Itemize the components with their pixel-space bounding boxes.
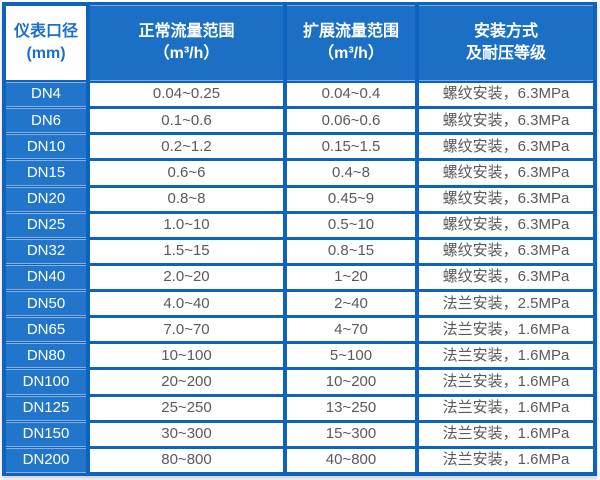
row-install-cell: 法兰安装，2.5MPa: [419, 292, 593, 316]
row-dn-cell: DN100: [6, 370, 86, 394]
header-cell-install: 安装方式 及耐压等级: [419, 6, 593, 80]
row-dn-cell: DN32: [6, 239, 86, 263]
row-extended-cell: 0.8~15: [287, 239, 415, 263]
row-normal-cell: 10~100: [90, 344, 283, 368]
header-cell-diameter: 仪表口径 (mm): [6, 6, 86, 80]
row-normal-cell: 0.8~8: [90, 187, 283, 211]
header-install-line2: 及耐压等级: [465, 45, 546, 62]
row-normal-cell: 0.2~1.2: [90, 135, 283, 159]
row-normal-cell: 25~250: [90, 396, 283, 420]
row-dn-cell: DN200: [6, 448, 86, 472]
header-extended-line1: 扩展流量范围: [302, 23, 399, 41]
row-install-cell: 法兰安装，1.6MPa: [419, 422, 593, 446]
row-normal-cell: 2.0~20: [90, 265, 283, 290]
row-extended-cell: 13~250: [287, 396, 415, 420]
row-install-cell: 螺纹安装，6.3MPa: [419, 135, 593, 159]
header-diameter-line1: 仪表口径: [13, 23, 78, 41]
row-extended-cell: 0.45~9: [287, 187, 415, 211]
row-install-cell: 螺纹安装，6.3MPa: [419, 187, 593, 211]
row-install-cell: 螺纹安装，6.3MPa: [419, 161, 593, 185]
row-install-cell: 螺纹安装，6.3MPa: [419, 109, 593, 133]
row-normal-cell: 0.6~6: [90, 161, 283, 185]
row-extended-cell: 0.5~10: [287, 213, 415, 237]
row-normal-cell: 0.04~0.25: [90, 83, 283, 107]
row-normal-cell: 1.5~15: [90, 239, 283, 263]
row-normal-cell: 4.0~40: [90, 292, 283, 316]
row-install-cell: 螺纹安装，6.3MPa: [419, 265, 593, 290]
header-normal-line1: 正常流量范围: [138, 23, 235, 41]
row-install-cell: 法兰安装，1.6MPa: [419, 344, 593, 368]
header-cell-extended-range: 扩展流量范围 （m³/h）: [287, 6, 415, 80]
row-extended-cell: 40~800: [287, 448, 415, 472]
header-diameter-line2: (mm): [26, 45, 66, 62]
row-install-cell: 螺纹安装，6.3MPa: [419, 213, 593, 237]
row-install-cell: 法兰安装，1.6MPa: [419, 396, 593, 420]
row-install-cell: 螺纹安装，6.3MPa: [419, 83, 593, 107]
row-normal-cell: 1.0~10: [90, 213, 283, 237]
row-dn-cell: DN125: [6, 396, 86, 420]
row-normal-cell: 30~300: [90, 422, 283, 446]
row-normal-cell: 0.1~0.6: [90, 109, 283, 133]
row-extended-cell: 15~300: [287, 422, 415, 446]
row-extended-cell: 0.15~1.5: [287, 135, 415, 159]
row-normal-cell: 7.0~70: [90, 318, 283, 342]
row-dn-cell: DN40: [6, 265, 86, 290]
row-normal-cell: 20~200: [90, 370, 283, 394]
row-dn-cell: DN150: [6, 422, 86, 446]
row-extended-cell: 0.4~8: [287, 161, 415, 185]
row-extended-cell: 4~70: [287, 318, 415, 342]
row-install-cell: 法兰安装，1.6MPa: [419, 370, 593, 394]
row-dn-cell: DN25: [6, 213, 86, 237]
row-dn-cell: DN10: [6, 135, 86, 159]
row-dn-cell: DN65: [6, 318, 86, 342]
row-dn-cell: DN50: [6, 292, 86, 316]
row-extended-cell: 0.04~0.4: [287, 83, 415, 107]
row-extended-cell: 1~20: [287, 265, 415, 290]
row-extended-cell: 2~40: [287, 292, 415, 316]
row-dn-cell: DN20: [6, 187, 86, 211]
row-install-cell: 法兰安装，1.6MPa: [419, 448, 593, 472]
row-dn-cell: DN80: [6, 344, 86, 368]
header-install-line1: 安装方式: [473, 23, 538, 41]
row-extended-cell: 10~200: [287, 370, 415, 394]
row-normal-cell: 80~800: [90, 448, 283, 472]
header-normal-line2: （m³/h）: [153, 45, 220, 62]
row-extended-cell: 5~100: [287, 344, 415, 368]
row-dn-cell: DN4: [6, 83, 86, 107]
row-install-cell: 螺纹安装，6.3MPa: [419, 239, 593, 263]
row-install-cell: 法兰安装，1.6MPa: [419, 318, 593, 342]
flow-spec-table: 仪表口径 (mm) 正常流量范围 （m³/h） 扩展流量范围 （m³/h） 安装…: [2, 2, 597, 476]
header-extended-line2: （m³/h）: [318, 45, 384, 62]
header-cell-normal-range: 正常流量范围 （m³/h）: [90, 6, 283, 80]
row-extended-cell: 0.06~0.6: [287, 109, 415, 133]
row-dn-cell: DN15: [6, 161, 86, 185]
row-dn-cell: DN6: [6, 109, 86, 133]
